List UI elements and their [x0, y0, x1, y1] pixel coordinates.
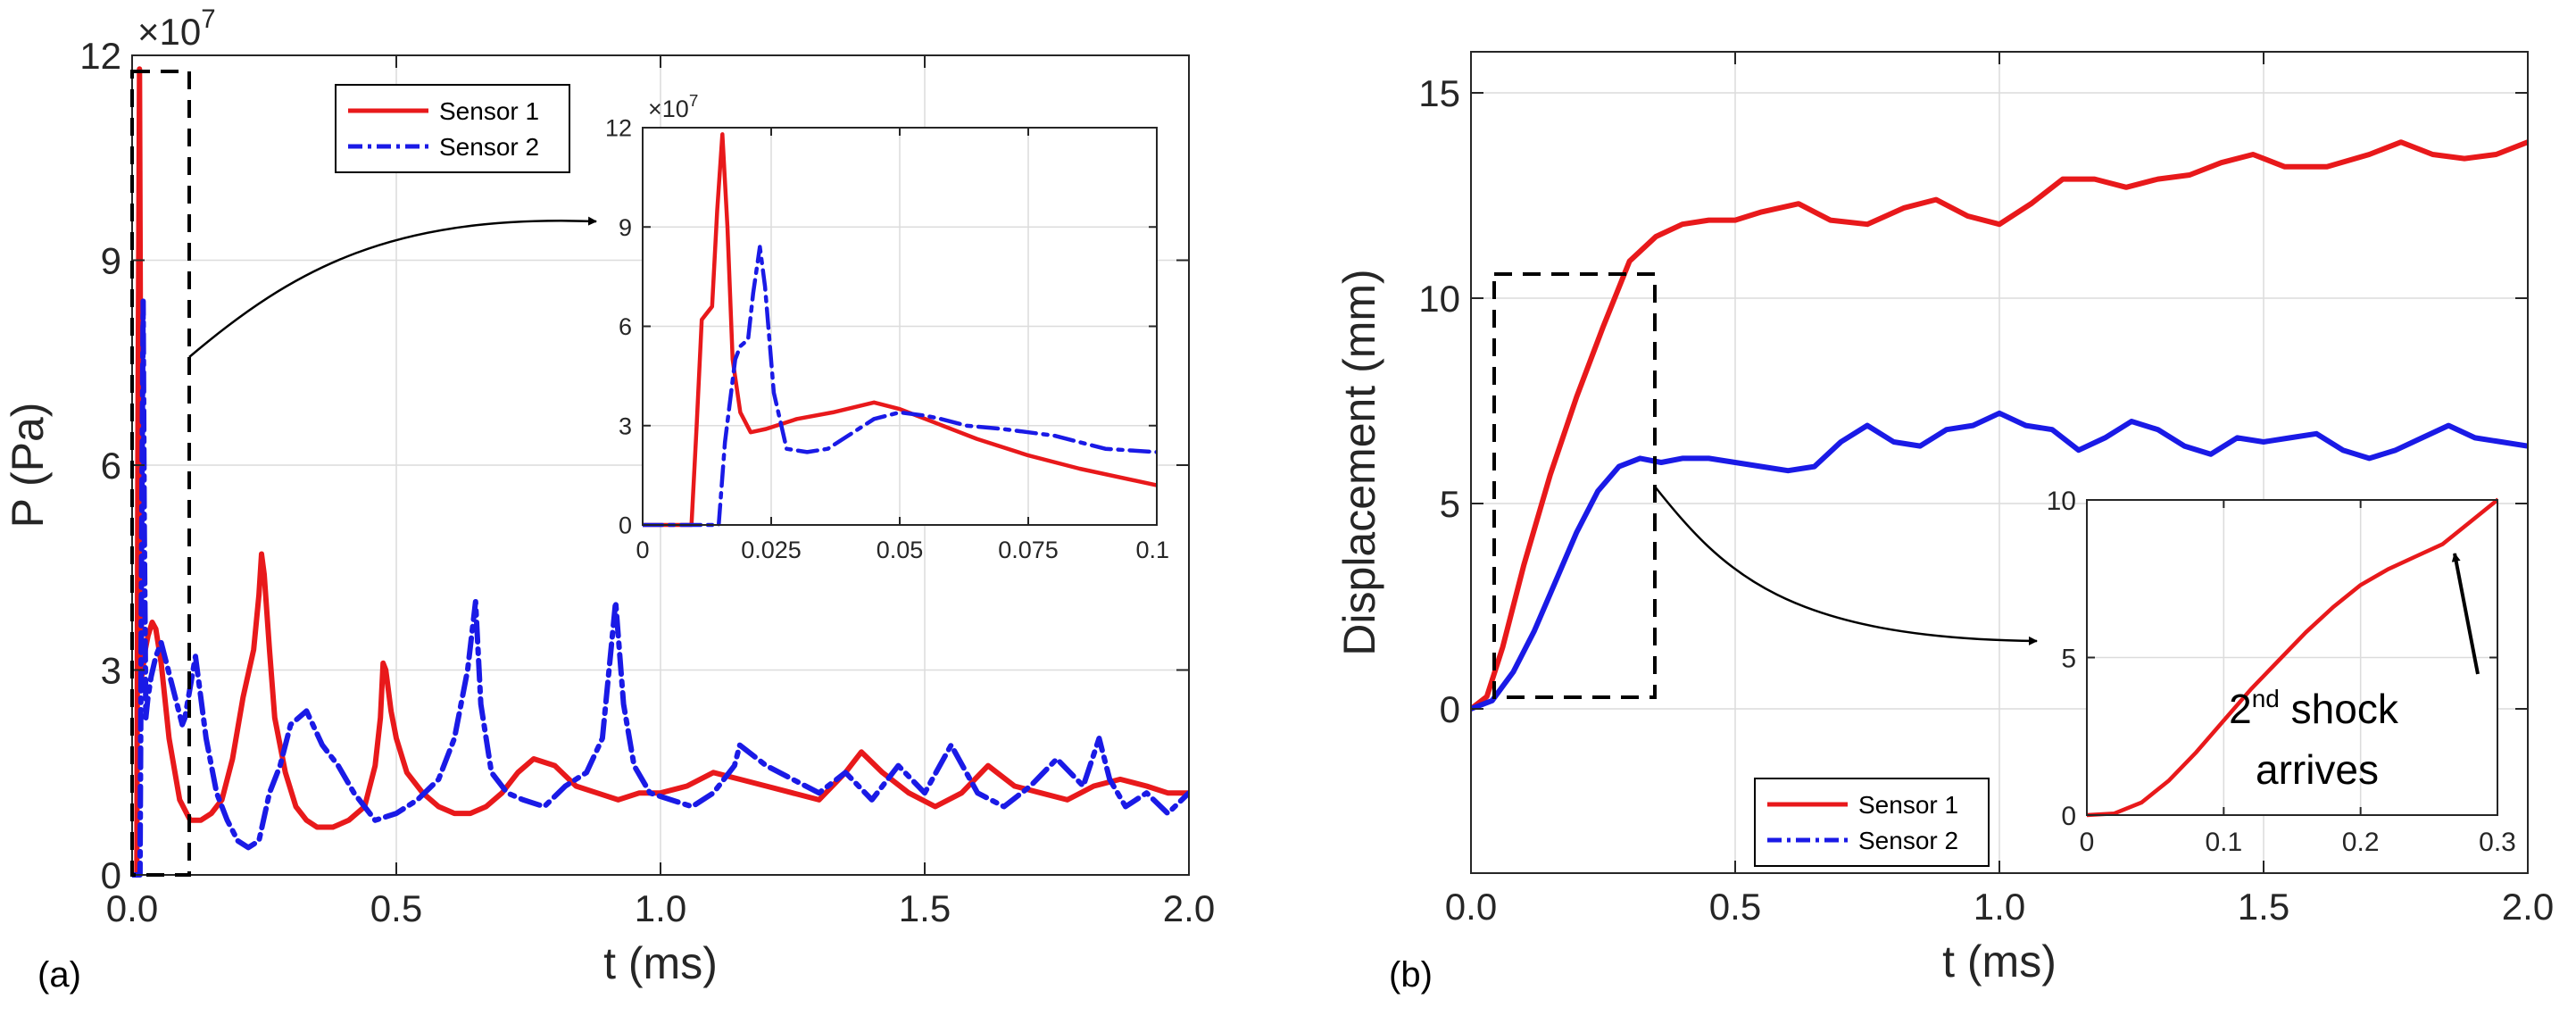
panel-label-b: (b): [1389, 955, 1433, 995]
b_inset-ytick-label-0: 0: [2061, 802, 2076, 831]
b_inset-xtick-label-0: 0: [2080, 828, 2095, 857]
a_main-ytick-label-4: 12: [79, 35, 121, 77]
a_main-ytick-label-0: 0: [101, 854, 121, 896]
b_inset-ytick-label-2: 10: [2047, 487, 2076, 516]
a_main-series-2-line: [132, 298, 1189, 878]
a_main-xtick-label-3: 1.5: [899, 887, 951, 929]
b_main-ytick-label-2: 10: [1418, 278, 1460, 320]
a_main-xlabel: t (ms): [603, 938, 718, 988]
a_inset-ytick-label-4: 12: [605, 115, 632, 142]
a_main-ytick-label-1: 3: [101, 650, 121, 692]
zoom-arrow-a: [188, 216, 597, 358]
a_inset-xtick-label-1: 0.025: [741, 537, 802, 563]
panel-label-a: (a): [37, 955, 81, 995]
b_inset-series-group: [2087, 497, 2497, 818]
b_main-series-2-line: [1471, 410, 2528, 712]
a_inset-ytick-label-3: 9: [619, 214, 632, 241]
displacement-inset-chart: 0 0.1 0.2 0.3 0 5 10: [2047, 487, 2516, 857]
a_inset-ytick-label-0: 0: [619, 512, 632, 539]
legend-label-sensor1-b: Sensor 1: [1858, 791, 1958, 819]
a_main-ytick-label-3: 9: [101, 240, 121, 282]
b_main-series-1-line: [1471, 139, 2528, 712]
annotation-line2: arrives: [2256, 746, 2379, 793]
a_main-exponent-label: ×107: [137, 4, 216, 53]
panel-a: 0.0 0.5 1.0 1.5 2.0 0 3 6 9 12 ×107 t (ms) P (Pa) Se…: [3, 4, 1215, 995]
b_inset-xtick-label-1: 0.1: [2205, 828, 2242, 857]
shock-annotation: 2nd shock arrives: [2229, 553, 2480, 793]
a_inset-xtick-label-4: 0.1: [1135, 537, 1169, 563]
a_inset-xtick-label-2: 0.05: [877, 537, 924, 563]
a_inset-exponent-power: 7: [689, 92, 699, 111]
a_inset-xtick-label-3: 0.075: [998, 537, 1059, 563]
b_inset-ytick-label-1: 5: [2061, 644, 2076, 673]
panel-b: 0.0 0.5 1.0 1.5 2.0 0 5 10 15 t (ms) Displacement …: [1334, 51, 2554, 995]
annotation-line1: 2nd shock: [2229, 685, 2399, 732]
b_main-xlabel: t (ms): [1942, 937, 2057, 987]
zoom-box-a: [130, 70, 191, 877]
b_main-series-group: [1471, 139, 2528, 712]
a_main-series-1-line: [132, 66, 1189, 878]
a_main-xtick-label-1: 0.5: [370, 887, 422, 929]
legend-label-sensor2: Sensor 2: [439, 133, 539, 161]
a_inset-ytick-label-2: 6: [619, 313, 632, 340]
a_inset-xtick-label-0: 0: [636, 537, 649, 563]
legend-label-sensor2-b: Sensor 2: [1858, 827, 1958, 854]
zoom-box-b: [1492, 272, 1657, 699]
a_main-xtick-label-0: 0.0: [106, 887, 158, 929]
b_main-ytick-label-0: 0: [1440, 688, 1460, 730]
b_inset-series-1-line: [2087, 497, 2497, 818]
legend-a: Sensor 1 Sensor 2: [335, 84, 570, 173]
a_main-ylabel: P (Pa): [3, 403, 53, 529]
a_inset-series-2-line: [643, 245, 1157, 528]
a_main-xtick-label-2: 1.0: [635, 887, 686, 929]
a_main-exponent-power: 7: [201, 4, 215, 34]
b_main-xtick-label-0: 0.0: [1445, 886, 1497, 928]
b_main-xtick-label-3: 1.5: [2238, 886, 2289, 928]
b_inset-xtick-label-3: 0.3: [2479, 828, 2516, 857]
legend-b: Sensor 1 Sensor 2: [1754, 778, 1990, 867]
b_main-xtick-label-2: 1.0: [1974, 886, 2025, 928]
b_main-xtick-label-1: 0.5: [1709, 886, 1761, 928]
a_main-ytick-label-2: 6: [101, 445, 121, 487]
b_inset-xtick-label-2: 0.2: [2342, 828, 2380, 857]
a_inset-series-group: [643, 132, 1157, 528]
a_inset-ytick-label-1: 3: [619, 412, 632, 439]
legend-label-sensor1: Sensor 1: [439, 97, 539, 125]
a_inset-series-1-line: [643, 132, 1157, 528]
b_main-ytick-label-3: 15: [1418, 72, 1460, 114]
a_main-series-group: [132, 66, 1189, 878]
b_main-ytick-label-1: 5: [1440, 483, 1460, 525]
zoom-arrow-b: [1654, 486, 2038, 645]
b_main-ylabel: Displacement (mm): [1334, 269, 1384, 655]
a_main-xtick-label-4: 2.0: [1163, 887, 1215, 929]
b_main-xtick-label-4: 2.0: [2502, 886, 2554, 928]
annotation-arrow: [2451, 553, 2480, 675]
